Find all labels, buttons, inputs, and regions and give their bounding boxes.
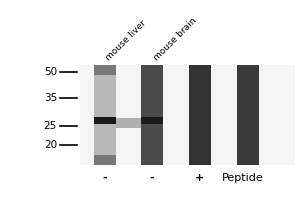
Text: -: - — [103, 173, 107, 183]
Bar — [189, 65, 211, 165]
Bar — [141, 117, 163, 124]
Bar — [116, 118, 141, 128]
Text: 20: 20 — [44, 140, 57, 150]
Bar — [163, 65, 189, 165]
Text: -: - — [150, 173, 154, 183]
Text: 50: 50 — [44, 67, 57, 77]
Text: mouse liver: mouse liver — [103, 18, 148, 62]
Bar — [141, 65, 163, 165]
Bar — [116, 65, 141, 165]
Bar — [211, 65, 237, 165]
Text: 25: 25 — [44, 121, 57, 131]
Text: Peptide: Peptide — [222, 173, 264, 183]
Bar — [94, 117, 116, 124]
Bar — [80, 65, 94, 165]
Bar — [94, 75, 116, 155]
Text: 35: 35 — [44, 93, 57, 103]
Text: mouse brain: mouse brain — [152, 16, 198, 62]
Text: +: + — [195, 173, 205, 183]
Bar — [94, 65, 116, 165]
Bar — [80, 65, 295, 165]
Bar — [237, 65, 259, 165]
Bar — [259, 65, 295, 165]
